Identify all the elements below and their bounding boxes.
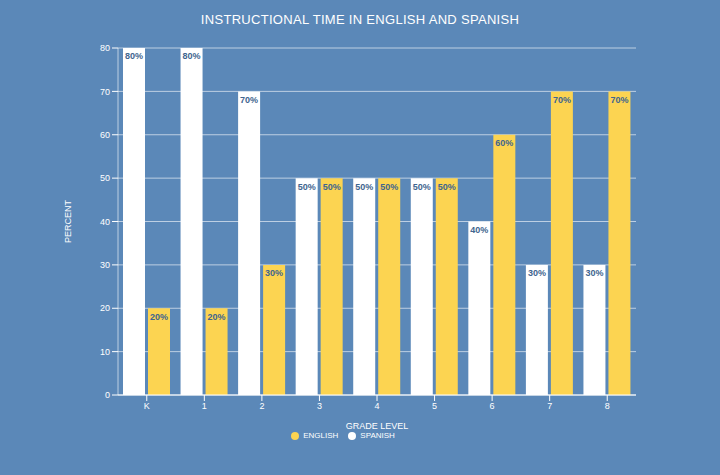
- svg-text:20%: 20%: [150, 312, 168, 322]
- svg-text:30%: 30%: [265, 268, 283, 278]
- svg-text:8: 8: [605, 401, 610, 411]
- svg-text:1: 1: [202, 401, 207, 411]
- svg-text:30: 30: [100, 260, 110, 270]
- svg-text:K: K: [144, 401, 150, 411]
- svg-text:50%: 50%: [323, 182, 341, 192]
- svg-text:50%: 50%: [380, 182, 398, 192]
- svg-text:7: 7: [547, 401, 552, 411]
- svg-text:70: 70: [100, 87, 110, 97]
- svg-text:6: 6: [490, 401, 495, 411]
- svg-text:40: 40: [100, 217, 110, 227]
- svg-text:50: 50: [100, 173, 110, 183]
- svg-text:70%: 70%: [553, 95, 571, 105]
- svg-text:30%: 30%: [528, 268, 546, 278]
- svg-text:5: 5: [432, 401, 437, 411]
- svg-text:60%: 60%: [495, 138, 513, 148]
- svg-text:70%: 70%: [610, 95, 628, 105]
- html-text:SPANISH: SPANISH: [360, 431, 395, 440]
- svg-text:2: 2: [259, 401, 264, 411]
- svg-text:30%: 30%: [585, 268, 603, 278]
- svg-text:3: 3: [317, 401, 322, 411]
- html-text:ENGLISH: ENGLISH: [303, 431, 339, 440]
- svg-text:60: 60: [100, 130, 110, 140]
- svg-text:80%: 80%: [125, 51, 143, 61]
- html-text:INSTRUCTIONAL TIME IN ENGLISH: INSTRUCTIONAL TIME IN ENGLISH AND SPANIS…: [200, 12, 520, 27]
- svg-text:4: 4: [374, 401, 379, 411]
- svg-text:10: 10: [100, 347, 110, 357]
- svg-text:0: 0: [105, 390, 110, 400]
- svg-text:50%: 50%: [438, 182, 456, 192]
- svg-text:GRADE LEVEL: GRADE LEVEL: [346, 421, 409, 431]
- svg-text:80%: 80%: [183, 51, 201, 61]
- svg-text:20: 20: [100, 303, 110, 313]
- svg-text:50%: 50%: [355, 182, 373, 192]
- svg-text:40%: 40%: [470, 225, 488, 235]
- svg-text:50%: 50%: [298, 182, 316, 192]
- svg-text:20%: 20%: [208, 312, 226, 322]
- svg-text:PERCENT: PERCENT: [63, 200, 73, 244]
- svg-text:80: 80: [100, 43, 110, 53]
- svg-text:50%: 50%: [413, 182, 431, 192]
- svg-text:70%: 70%: [240, 95, 258, 105]
